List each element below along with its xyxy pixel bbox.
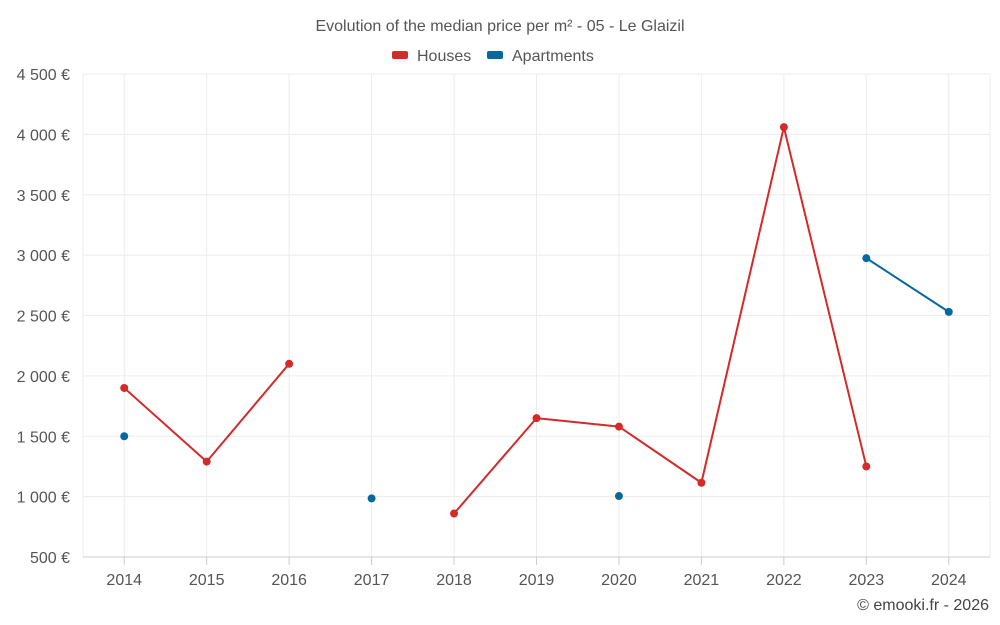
series-houses — [120, 123, 871, 518]
x-tick-label: 2022 — [766, 572, 802, 589]
data-point-apartments[interactable] — [120, 432, 129, 441]
credit-text: © emooki.fr - 2026 — [857, 597, 989, 614]
y-tick-label: 500 € — [30, 550, 70, 567]
legend-swatch-houses — [392, 51, 408, 59]
data-point-apartments[interactable] — [944, 307, 953, 316]
legend-swatch-apartments — [487, 51, 503, 59]
x-tick-label: 2019 — [519, 572, 555, 589]
line-segment-houses — [617, 425, 703, 484]
x-tick-label: 2021 — [684, 572, 720, 589]
y-tick-label: 2 500 € — [17, 309, 70, 326]
data-point-houses[interactable] — [202, 457, 211, 466]
x-tick-label: 2014 — [106, 572, 142, 589]
x-tick-label: 2018 — [436, 572, 472, 589]
data-point-apartments[interactable] — [367, 494, 376, 503]
data-point-houses[interactable] — [697, 478, 706, 487]
legend: Houses Apartments — [392, 48, 594, 65]
series-apartments — [120, 254, 953, 503]
x-tick-label: 2015 — [189, 572, 225, 589]
y-tick-label: 1 000 € — [17, 490, 70, 507]
line-segment-houses — [123, 386, 208, 463]
data-point-houses[interactable] — [450, 509, 459, 518]
line-segment-houses — [782, 126, 868, 468]
data-point-houses[interactable] — [779, 123, 788, 132]
line-segment-apartments — [865, 257, 950, 313]
data-point-apartments[interactable] — [862, 254, 871, 263]
y-tick-label: 2 000 € — [17, 369, 70, 386]
legend-item-houses[interactable]: Houses — [392, 48, 471, 65]
y-tick-label: 4 000 € — [17, 127, 70, 144]
x-tick-label: 2023 — [849, 572, 885, 589]
y-tick-label: 3 000 € — [17, 248, 70, 265]
data-point-houses[interactable] — [862, 462, 871, 471]
y-tick-label: 3 500 € — [17, 188, 70, 205]
line-segment-houses — [535, 417, 620, 428]
x-tick-label: 2016 — [271, 572, 307, 589]
line-segment-houses — [700, 126, 785, 484]
legend-label-houses: Houses — [417, 48, 471, 65]
line-segment-houses — [205, 362, 291, 463]
data-point-apartments[interactable] — [614, 492, 623, 501]
x-tick-label: 2017 — [354, 572, 390, 589]
data-point-houses[interactable] — [532, 414, 541, 423]
grid — [82, 73, 991, 557]
line-segment-houses — [453, 417, 538, 515]
legend-label-apartments: Apartments — [512, 48, 594, 65]
x-tick-label: 2020 — [601, 572, 637, 589]
y-tick-label: 4 500 € — [17, 67, 70, 84]
data-point-houses[interactable] — [614, 422, 623, 431]
y-tick-label: 1 500 € — [17, 429, 70, 446]
y-axis: 500 € 1 000 € 1 500 € 2 000 € 2 500 € 3 000 €… — [17, 67, 70, 567]
data-point-houses[interactable] — [120, 383, 129, 392]
x-tick-label: 2024 — [931, 572, 967, 589]
x-axis: 2014 2015 2016 2017 2018 2019 2020 2021 2022 2023… — [83, 556, 990, 589]
data-point-houses[interactable] — [285, 359, 294, 368]
legend-item-apartments[interactable]: Apartments — [487, 48, 594, 65]
series — [120, 123, 953, 518]
chart-title: Evolution of the median price per m² - 0… — [315, 18, 684, 35]
